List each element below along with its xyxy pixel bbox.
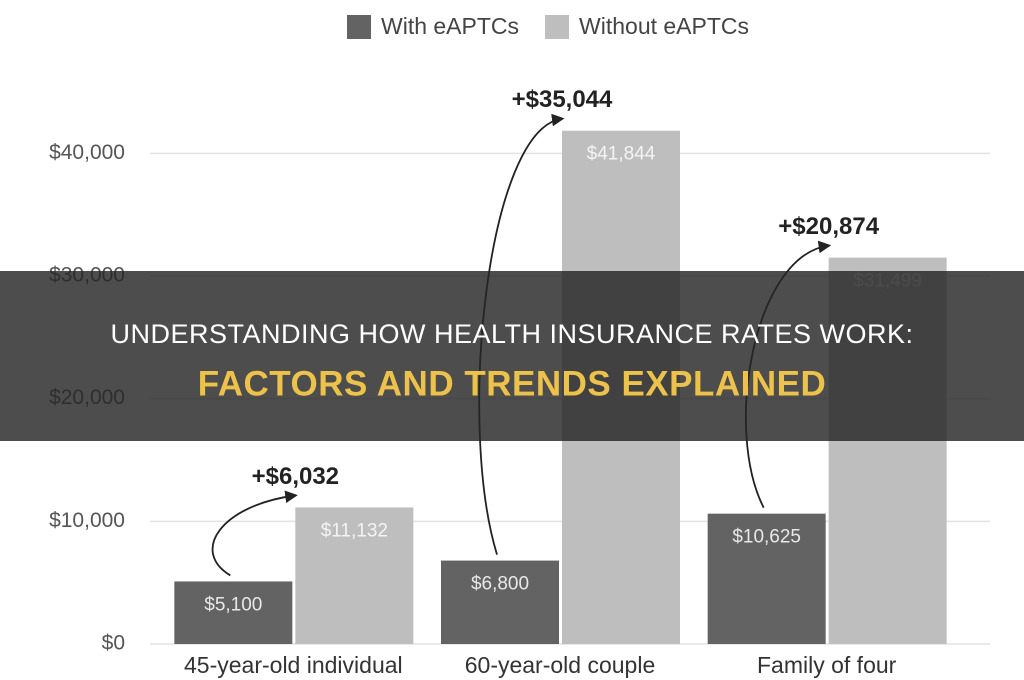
legend-label: Without eAPTCs [579,13,749,39]
arrow [211,490,298,577]
y-tick-label: $0 [102,632,125,655]
annotation: +$20,874 [778,213,879,240]
bar [441,560,559,644]
value-label: $6,800 [471,574,529,595]
bar [707,513,826,644]
banner-background [0,271,1024,441]
annotation: +$35,044 [512,86,613,113]
y-tick-label: $10,000 [49,509,125,532]
value-label: $10,625 [732,527,801,548]
legend-swatch [545,15,570,39]
x-tick-label: 60-year-old couple [465,652,656,678]
annotation: +$6,032 [252,463,339,490]
value-label: $11,132 [321,520,388,541]
x-tick-label: 45-year-old individual [184,652,403,678]
value-label: $5,100 [204,594,262,615]
x-tick-label: Family of four [757,652,897,678]
legend-swatch [347,15,371,39]
legend-label: With eAPTCs [381,13,519,39]
banner-subtitle: FACTORS AND TRENDS EXPLAINED [198,364,827,403]
banner-title: UNDERSTANDING HOW HEALTH INSURANCE RATES… [110,319,913,349]
bar [174,581,293,644]
value-label: $41,844 [587,144,656,165]
y-tick-label: $40,000 [49,141,125,164]
bar [295,507,414,644]
